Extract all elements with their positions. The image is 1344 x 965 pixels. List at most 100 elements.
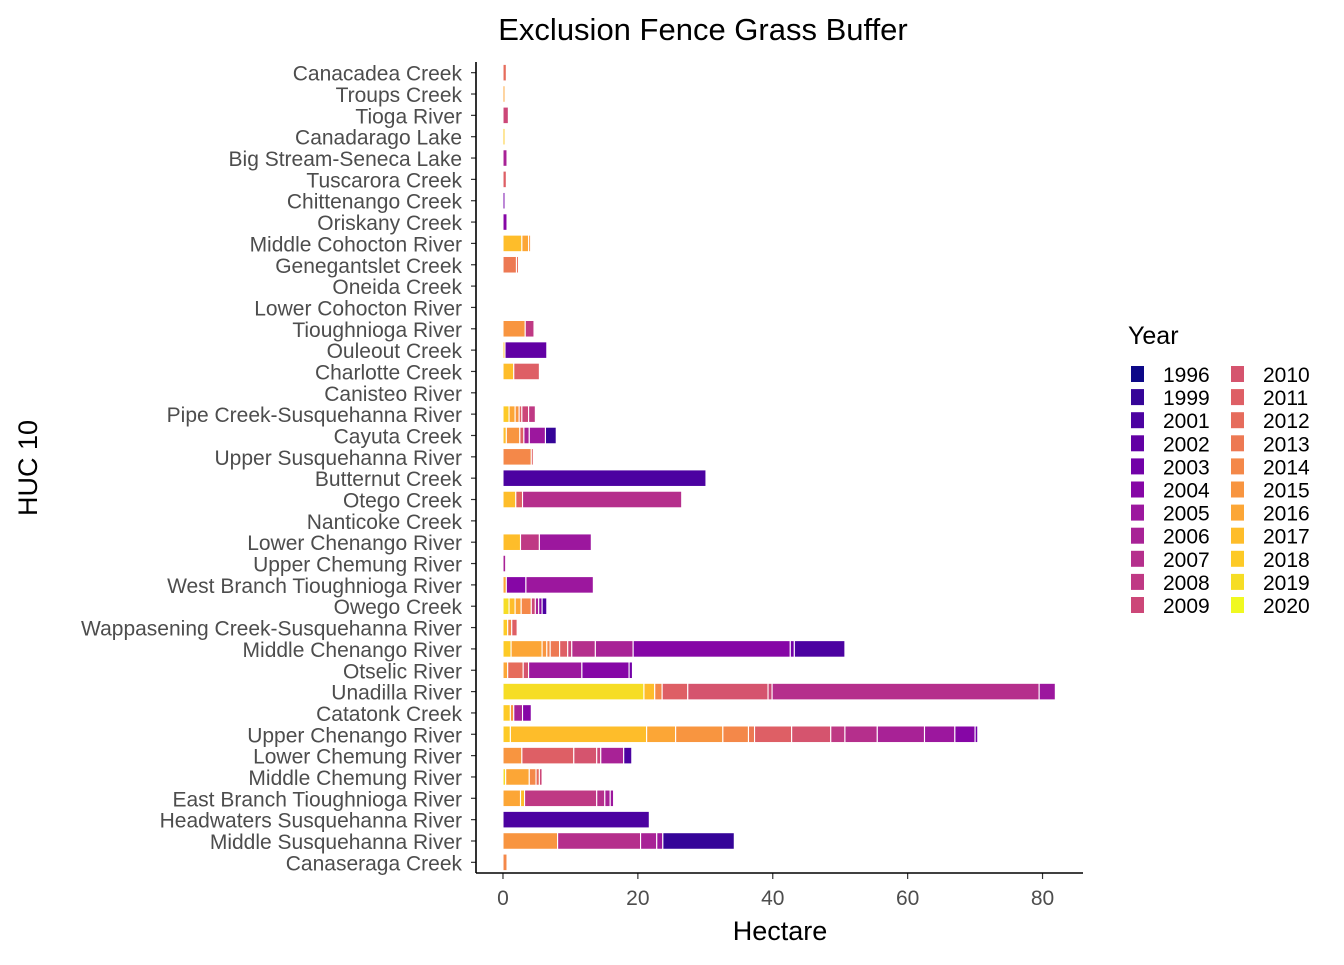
bar-segment-otselic-river-2012 bbox=[507, 661, 524, 680]
x-tick-label: 40 bbox=[761, 887, 784, 910]
bar-segment-catatonk-creek-2018 bbox=[502, 704, 511, 722]
y-tick-label: Wappasening Creek-Susquehanna River bbox=[81, 618, 462, 641]
bar-segment-owego-creek-2014 bbox=[520, 597, 532, 616]
bar-segment-pipe-creek-susquehanna-river-2016 bbox=[508, 405, 516, 424]
y-tick-label: Upper Chemung River bbox=[253, 554, 462, 577]
legend-swatch-2007 bbox=[1131, 550, 1144, 567]
bar-segment-upper-chenango-river-2007 bbox=[844, 725, 878, 744]
bar-segment-charlotte-creek-2011 bbox=[513, 362, 540, 381]
y-tick-label: Canisteo River bbox=[324, 383, 462, 406]
legend-swatch-2001 bbox=[1131, 412, 1144, 429]
chart-title: Exclusion Fence Grass Buffer bbox=[498, 12, 908, 47]
bar-segment-wappasening-creek-susquehanna-river-2014 bbox=[507, 618, 513, 637]
legend-swatch-2010 bbox=[1231, 366, 1244, 382]
bar-segment-upper-susquehanna-river-2014 bbox=[502, 447, 532, 466]
bar-segment-middle-cohocton-river-2015 bbox=[528, 234, 532, 253]
bar-segment-middle-chenango-river-2018 bbox=[502, 640, 512, 658]
y-tick-label: Otego Creek bbox=[343, 490, 463, 513]
bar-segment-east-branch-tioughnioga-river-2008 bbox=[524, 789, 598, 808]
legend-label-2015: 2015 bbox=[1263, 480, 1310, 503]
y-tick-label: Oriskany Creek bbox=[317, 212, 462, 235]
bar-segment-otego-creek-2017 bbox=[502, 490, 517, 509]
bar-segment-middle-chenango-river-2009 bbox=[567, 640, 573, 658]
bar-segment-otego-creek-2011 bbox=[515, 490, 524, 509]
y-tick-label: Oneida Creek bbox=[332, 276, 462, 299]
bar-segment-chittenango-creek-2003 bbox=[502, 191, 506, 210]
bar-segment-west-branch-tioughnioga-river-2005 bbox=[525, 576, 594, 594]
legend-swatch-2020 bbox=[1231, 597, 1244, 613]
legend-swatch-2006 bbox=[1131, 527, 1144, 544]
y-tick-label: Upper Chenango River bbox=[247, 724, 462, 747]
bar-segment-owego-creek-2017 bbox=[508, 597, 516, 616]
y-tick-label: West Branch Tioughnioga River bbox=[167, 575, 462, 598]
bar-segment-middle-chenango-river-2007 bbox=[571, 640, 596, 658]
bar-segment-lower-chemung-river-2011 bbox=[521, 746, 575, 765]
bar-segment-ouleout-creek-2002 bbox=[504, 341, 548, 359]
x-tick-label: 0 bbox=[497, 887, 509, 910]
bar-segment-unadilla-river-2005 bbox=[1038, 682, 1056, 701]
bar-segment-tioga-river-2009 bbox=[502, 106, 509, 125]
y-axis-title: HUC 10 bbox=[13, 420, 43, 516]
bar-segment-unadilla-river-2019 bbox=[502, 682, 645, 701]
legend-label-2003: 2003 bbox=[1163, 456, 1210, 479]
y-tick-label: Tuscarora Creek bbox=[306, 169, 462, 192]
bar-segment-middle-chenango-river-2016 bbox=[510, 640, 543, 658]
bar-segment-owego-creek-2001 bbox=[541, 597, 548, 616]
legend: Year 19961999200120022003200420052006200… bbox=[1128, 322, 1310, 618]
legend-label-2019: 2019 bbox=[1263, 572, 1310, 595]
bar-segment-east-branch-tioughnioga-river-2005 bbox=[609, 789, 615, 808]
y-tick-label: Middle Cohocton River bbox=[250, 233, 462, 256]
bar-segment-lower-chenango-river-2005 bbox=[538, 533, 592, 552]
bar-segment-upper-chenango-river-2010 bbox=[791, 725, 832, 744]
bar-segment-lower-chemung-river-2006 bbox=[600, 746, 625, 765]
bar-segment-cayuta-creek-2006 bbox=[523, 426, 530, 445]
x-tick-label: 60 bbox=[896, 887, 919, 910]
bar-segment-upper-chenango-river-2018 bbox=[502, 725, 511, 744]
legend-swatch-2008 bbox=[1131, 573, 1144, 590]
y-tick-label: Genegantslet Creek bbox=[275, 255, 462, 278]
bar-segment-middle-susquehanna-river-2015 bbox=[502, 832, 559, 850]
bar-segment-middle-chemung-river-2014 bbox=[528, 768, 537, 786]
legend-swatch-2016 bbox=[1231, 504, 1244, 521]
bar-segment-unadilla-river-2010 bbox=[687, 682, 769, 701]
legend-label-2010: 2010 bbox=[1263, 364, 1310, 387]
bar-segment-upper-chenango-river-2003 bbox=[974, 725, 979, 744]
bar-segment-east-branch-tioughnioga-river-2007 bbox=[596, 789, 606, 808]
legend-label-2007: 2007 bbox=[1163, 549, 1210, 572]
legend-swatch-2014 bbox=[1231, 458, 1244, 475]
bar-segment-otselic-river-2004 bbox=[581, 661, 630, 680]
legend-label-2012: 2012 bbox=[1263, 410, 1310, 433]
bar-segment-middle-chemung-river-2009 bbox=[538, 768, 543, 786]
bar-segment-genegantslet-creek-2013 bbox=[502, 255, 518, 274]
bar-segment-tuscarora-creek-2011 bbox=[502, 170, 507, 189]
legend-swatch-2019 bbox=[1231, 573, 1244, 590]
y-tick-label: Chittenango Creek bbox=[287, 191, 463, 214]
bar-segment-cayuta-creek-2015 bbox=[505, 426, 521, 445]
legend-swatch-2013 bbox=[1231, 435, 1244, 452]
bar-segment-big-stream-seneca-lake-2006 bbox=[502, 149, 508, 167]
legend-label-2002: 2002 bbox=[1163, 433, 1210, 456]
bar-segment-tioughnioga-river-2008 bbox=[524, 319, 535, 338]
legend-label-2017: 2017 bbox=[1263, 526, 1310, 549]
bar-segment-otselic-river-2010 bbox=[522, 661, 530, 680]
bar-segment-middle-chenango-river-2013 bbox=[549, 640, 561, 658]
y-tick-label: Canaseraga Creek bbox=[286, 852, 463, 875]
bar-segment-middle-chenango-river-2003 bbox=[789, 640, 795, 658]
bar-segment-middle-chenango-river-2015 bbox=[541, 640, 548, 658]
bar-segment-cayuta-creek-2011 bbox=[519, 426, 525, 445]
legend-label-1996: 1996 bbox=[1163, 364, 1210, 387]
x-ticks: 0 20 40 60 80 bbox=[497, 873, 1054, 910]
bar-segment-genegantslet-creek-2012 bbox=[515, 255, 520, 274]
bar-segment-east-branch-tioughnioga-river-2006 bbox=[604, 789, 611, 808]
bar-segment-wappasening-creek-susquehanna-river-2011 bbox=[511, 618, 518, 637]
bar-segment-middle-chenango-river-2011 bbox=[559, 640, 569, 658]
y-tick-label: Tioga River bbox=[355, 105, 462, 128]
bar-segment-middle-cohocton-river-2017 bbox=[502, 234, 523, 253]
legend-label-2004: 2004 bbox=[1163, 480, 1210, 503]
bar-segment-owego-creek-2009 bbox=[530, 597, 536, 616]
bar-segment-unadilla-river-2014 bbox=[654, 682, 663, 701]
bar-segment-upper-chenango-river-2011 bbox=[753, 725, 793, 744]
